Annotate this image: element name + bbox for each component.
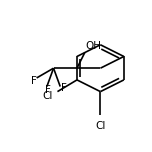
Text: Cl: Cl (42, 91, 53, 100)
Text: F: F (61, 83, 67, 93)
Text: OH: OH (86, 41, 102, 51)
Text: F: F (31, 76, 37, 86)
Text: Cl: Cl (95, 121, 106, 131)
Text: F: F (45, 85, 51, 95)
